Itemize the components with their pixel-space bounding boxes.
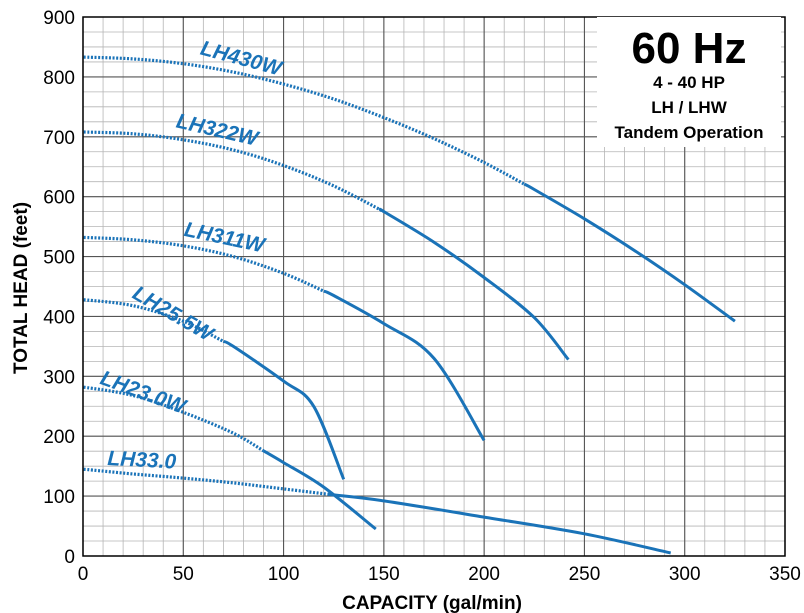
curve-label-lh311w: LH311W [182, 218, 268, 258]
info-box-line-3: Tandem Operation [615, 123, 764, 142]
y-tick-label: 600 [43, 188, 75, 209]
series-lh311w-solid [323, 289, 486, 442]
info-box: 60 Hz 4 - 40 HP LH / LHW Tandem Operatio… [597, 17, 781, 147]
y-tick-label: 500 [43, 248, 75, 269]
info-box-title: 60 Hz [632, 24, 747, 73]
series-lh322w-solid [378, 207, 570, 361]
y-tick-label: 200 [43, 427, 75, 448]
y-tick-label: 800 [43, 68, 75, 89]
y-tick-label: 0 [64, 547, 75, 568]
y-tick-label: 900 [43, 8, 75, 29]
series-layer [83, 55, 736, 555]
info-box-line-1: 4 - 40 HP [653, 73, 725, 92]
x-tick-label: 300 [669, 564, 701, 585]
x-tick-label: 50 [173, 564, 194, 585]
x-tick-label: 200 [468, 564, 500, 585]
x-axis-title: CAPACITY (gal/min) [342, 593, 522, 613]
series-lh25-5w-solid [222, 339, 346, 480]
curve-label-lh25-5w: LH25.5W [129, 282, 219, 347]
plot-frame [82, 16, 786, 557]
series-lh430w-dashed [83, 55, 526, 186]
x-tick-label: 250 [569, 564, 601, 585]
curve-label-lh33-0: LH33.0 [107, 447, 177, 474]
y-tick-label: 300 [43, 367, 75, 388]
x-tick-label: 100 [268, 564, 300, 585]
x-tick-label: 150 [368, 564, 400, 585]
y-tick-labels: 0 100 200 300 400 500 600 700 800 900 [43, 8, 75, 568]
y-axis-title: TOTAL HEAD (feet) [11, 202, 32, 374]
y-tick-label: 700 [43, 128, 75, 149]
series-lh23-0w-dashed [83, 385, 265, 453]
series-lh33-0-solid [328, 492, 672, 555]
y-tick-label: 100 [43, 487, 75, 508]
x-tick-labels: 0 50 100 150 200 250 300 350 [78, 564, 801, 585]
series-lh23-0w-solid [262, 449, 377, 531]
series-lh311w-dashed [83, 235, 325, 293]
info-box-background [597, 17, 781, 147]
series-lh430w-solid [523, 182, 736, 323]
info-box-line-2: LH / LHW [651, 98, 727, 117]
series-lh322w-dashed [83, 130, 385, 214]
x-tick-label: 350 [769, 564, 801, 585]
y-tick-label: 400 [43, 307, 75, 328]
curve-label-lh23-0w: LH23.0W [97, 367, 190, 420]
x-tick-label: 0 [78, 564, 89, 585]
